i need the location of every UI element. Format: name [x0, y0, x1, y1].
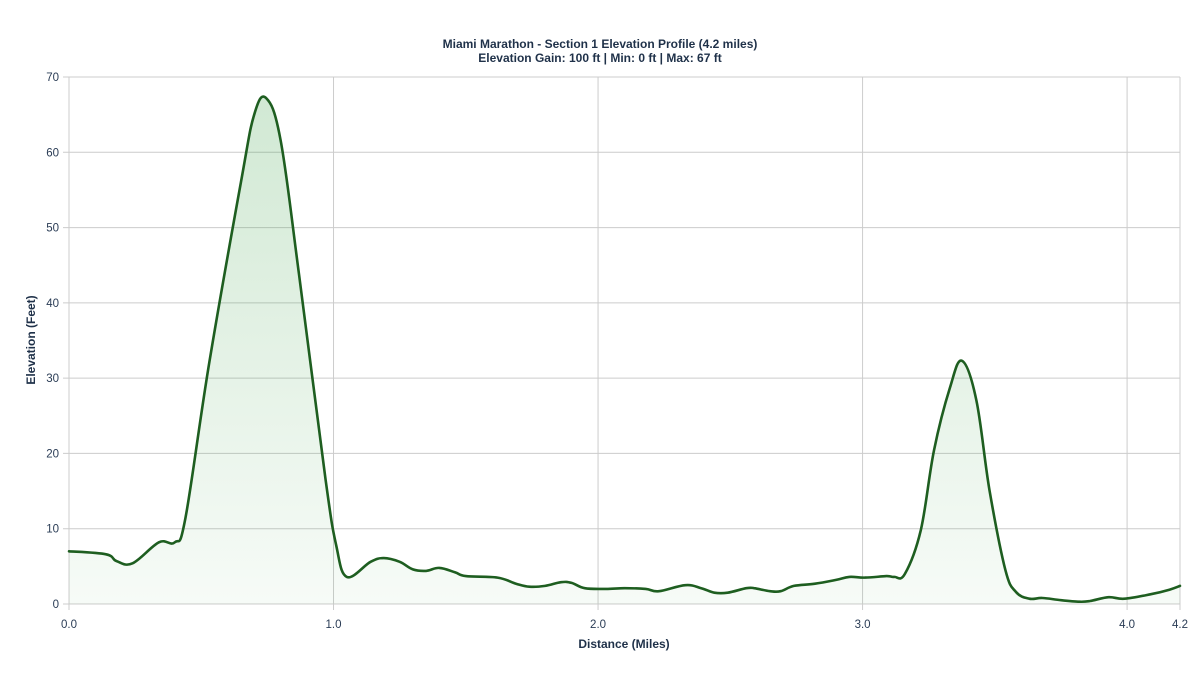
- y-axis-title: Elevation (Feet): [24, 295, 38, 384]
- x-tick-label: 4.0: [1119, 619, 1135, 631]
- chart-title: Miami Marathon - Section 1 Elevation Pro…: [443, 37, 758, 51]
- y-tick-label: 40: [46, 298, 59, 310]
- x-tick-label: 2.0: [590, 619, 606, 631]
- y-tick-label: 20: [46, 448, 59, 460]
- y-tick-label: 30: [46, 373, 59, 385]
- elevation-line: [67, 95, 1182, 604]
- x-axis-title: Distance (Miles): [578, 637, 669, 651]
- x-tick-label: 0.0: [61, 619, 77, 631]
- x-tick-label: 4.2: [1172, 619, 1188, 631]
- y-axis-ticks: 0 10 20 30 40 50 60 70: [46, 72, 59, 611]
- x-tick-label: 1.0: [326, 619, 342, 631]
- y-tick-label: 50: [46, 223, 59, 235]
- y-tick-label: 70: [46, 72, 59, 84]
- x-axis-ticks: 0.0 1.0 2.0 3.0 4.0 4.2: [61, 619, 1188, 631]
- x-tick-label: 3.0: [855, 619, 871, 631]
- y-tick-label: 60: [46, 147, 59, 159]
- elevation-area-fill: [69, 96, 1180, 604]
- y-tick-label: 10: [46, 524, 59, 536]
- chart-subtitle: Elevation Gain: 100 ft | Min: 0 ft | Max…: [478, 51, 721, 65]
- y-tick-label: 0: [53, 599, 59, 611]
